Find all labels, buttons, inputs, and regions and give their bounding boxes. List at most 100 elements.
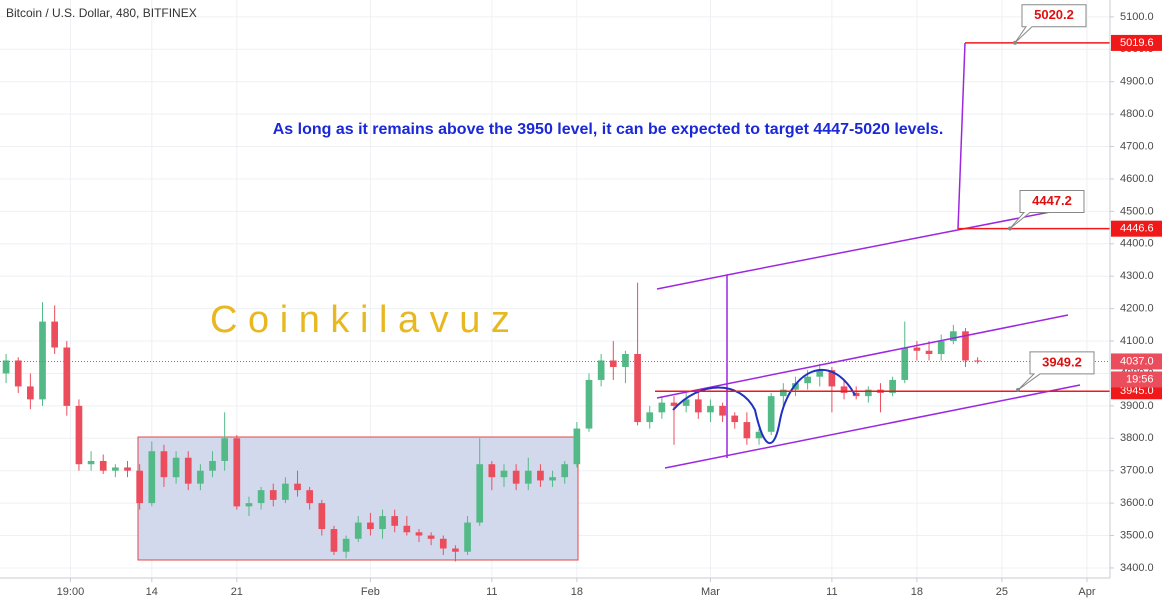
- candle-body: [767, 396, 775, 432]
- candle-body: [221, 438, 229, 461]
- x-tick-label: Apr: [1078, 586, 1095, 598]
- candle-body: [974, 360, 981, 362]
- candle-body: [464, 522, 471, 552]
- callout-tip: [1013, 40, 1017, 45]
- x-tick-label: Feb: [361, 586, 380, 598]
- levels: [0, 42, 1110, 393]
- candle-body: [864, 389, 872, 397]
- price-tag-label: 5019.6: [1120, 37, 1154, 49]
- candle-body: [561, 464, 569, 478]
- candle-body: [269, 490, 277, 500]
- candle-body: [184, 457, 192, 484]
- candle-body: [379, 516, 386, 530]
- y-tick-label: 5100.0: [1120, 11, 1154, 23]
- candle-body: [318, 503, 326, 530]
- candle-body: [75, 405, 83, 465]
- candle-body: [500, 470, 508, 478]
- x-tick-label: 18: [911, 586, 923, 598]
- candle-body: [828, 370, 836, 387]
- candle-body: [694, 399, 702, 413]
- candle-body: [148, 451, 156, 504]
- candle-body: [415, 532, 423, 536]
- candle-body: [342, 538, 350, 552]
- candle-body: [112, 467, 119, 471]
- candle-body: [488, 464, 496, 478]
- candle-body: [124, 467, 131, 471]
- x-tick-label: 11: [486, 586, 497, 598]
- x-tick-label: 25: [996, 586, 1008, 598]
- callout-tip: [1008, 226, 1012, 231]
- candle-body: [403, 525, 411, 533]
- x-tick-label: 19:00: [57, 586, 85, 598]
- candle-body: [719, 405, 726, 416]
- candle-body: [804, 376, 811, 384]
- candle-body: [609, 360, 617, 367]
- y-tick-label: 3700.0: [1120, 465, 1154, 477]
- candle-body: [197, 470, 204, 484]
- callout-box: [1017, 351, 1095, 391]
- candle-body: [136, 470, 144, 504]
- candles: [2, 282, 981, 562]
- callout-box: [1009, 189, 1085, 229]
- candle-body: [937, 341, 945, 354]
- candle-body: [51, 321, 58, 348]
- y-tick-label: 3600.0: [1120, 497, 1154, 509]
- x-tick-label: 14: [146, 586, 158, 598]
- candle-body: [755, 431, 763, 439]
- candle-body: [634, 353, 641, 423]
- last-price-tag: [1111, 353, 1162, 370]
- candle-body: [14, 360, 22, 387]
- candle-body: [889, 379, 896, 393]
- y-tick-label: 3800.0: [1120, 432, 1154, 444]
- candle-body: [391, 516, 399, 526]
- candle-body: [294, 483, 301, 491]
- candle-body: [646, 412, 654, 423]
- mid-channel: [656, 314, 1069, 399]
- callout-label: 5020.2: [1034, 7, 1074, 22]
- candle-body: [367, 522, 374, 530]
- candle-body: [27, 386, 34, 400]
- candle-body: [682, 399, 690, 406]
- y-tick-label: 3500.0: [1120, 529, 1154, 541]
- y-tick-label: 4800.0: [1120, 108, 1154, 120]
- countdown-tag: [1111, 371, 1162, 388]
- candle-body: [87, 460, 95, 465]
- candle-body: [913, 347, 921, 351]
- y-tick-label: 4500.0: [1120, 205, 1154, 217]
- candle-body: [731, 415, 739, 423]
- callout-label: 3949.2: [1042, 354, 1082, 369]
- callout-tip: [1016, 387, 1020, 392]
- callout-label: 4447.2: [1032, 193, 1072, 208]
- candle-body: [597, 360, 605, 380]
- candle-body: [330, 529, 338, 552]
- last-price-label: 4037.0: [1120, 355, 1154, 367]
- candle-body: [452, 548, 459, 552]
- candle-body: [160, 451, 168, 478]
- candle-body: [39, 321, 46, 400]
- candle-body: [354, 522, 362, 539]
- price-tag: [1111, 220, 1162, 237]
- upper-channel: [726, 211, 1051, 276]
- candle-body: [549, 477, 556, 481]
- candle-body: [901, 347, 909, 380]
- x-tick-label: 11: [826, 586, 837, 598]
- lower-channel: [664, 384, 1081, 469]
- target-line: [957, 42, 966, 230]
- y-tick-label: 4400.0: [1120, 238, 1154, 250]
- y-tick-label: 4600.0: [1120, 173, 1154, 185]
- watermark: C o i n k i l a v u z: [210, 299, 510, 341]
- chart-title: Bitcoin / U.S. Dollar, 480, BITFINEX: [6, 6, 197, 20]
- flag-pole: [656, 274, 728, 458]
- candle-body: [743, 422, 751, 439]
- x-tick-label: Mar: [701, 586, 720, 598]
- candle-body: [852, 392, 860, 397]
- candle-body: [476, 464, 484, 523]
- candle-body: [439, 538, 447, 549]
- price-tag: [1111, 34, 1162, 51]
- candle-body: [585, 379, 593, 429]
- y-tick-label: 4700.0: [1120, 140, 1154, 152]
- candle-body: [63, 347, 71, 406]
- price-tag-label: 3945.0: [1120, 385, 1154, 397]
- candle-body: [209, 460, 216, 471]
- candle-body: [427, 535, 435, 539]
